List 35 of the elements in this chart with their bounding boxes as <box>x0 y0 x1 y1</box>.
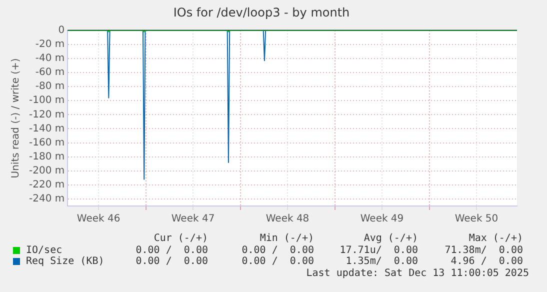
y-tick-label: -20 m <box>35 39 65 50</box>
x-tick-label: Week 47 <box>171 214 215 225</box>
y-tick-label: -40 m <box>35 53 65 64</box>
x-tick-label: Week 46 <box>76 214 120 225</box>
y-axis-title: Units read (-) / write (+) <box>10 58 22 178</box>
x-tick-label: Week 49 <box>360 214 404 225</box>
text: 0.00 / 0.00 <box>242 256 314 267</box>
y-tick-label: -220 m <box>28 180 65 191</box>
y-tick-label: -100 m <box>28 95 65 106</box>
x-tick-label: Week 50 <box>454 214 498 225</box>
text: 17.71u/ 0.00 <box>340 244 418 256</box>
text: 71.38m/ 0.00 <box>444 244 523 256</box>
y-tick-label: -60 m <box>35 67 65 78</box>
y-tick-label: -180 m <box>28 151 65 162</box>
text: 0.00 / 0.00 <box>242 244 314 256</box>
y-tick-label: -240 m <box>28 194 65 205</box>
text: Avg (-/+) <box>364 233 418 244</box>
text: Min (-/+) <box>260 233 314 244</box>
text: Max (-/+) <box>468 233 523 244</box>
text: 0.00 / 0.00 <box>136 256 208 267</box>
text: Cur (-/+) <box>154 233 208 244</box>
y-tick-label: -80 m <box>35 81 65 92</box>
legend-label: IO/sec <box>26 244 62 256</box>
text: Last update: Sat Dec 13 11:00:05 2025 <box>306 268 529 278</box>
y-tick-label: -140 m <box>28 123 65 134</box>
text: 4.96 / 0.00 <box>450 256 523 267</box>
legend-label: Req Size (KB) <box>26 256 104 267</box>
y-tick-label: 0 <box>58 24 65 36</box>
text: 0.00 / 0.00 <box>136 244 208 256</box>
chart-title: IOs for /dev/loop3 - by month <box>173 5 350 20</box>
y-tick-label: -160 m <box>28 137 65 148</box>
text: 1.35m/ 0.00 <box>346 256 418 267</box>
y-tick-label: -120 m <box>28 109 65 120</box>
x-tick-label: Week 48 <box>266 214 310 225</box>
y-tick-label: -200 m <box>28 165 65 176</box>
